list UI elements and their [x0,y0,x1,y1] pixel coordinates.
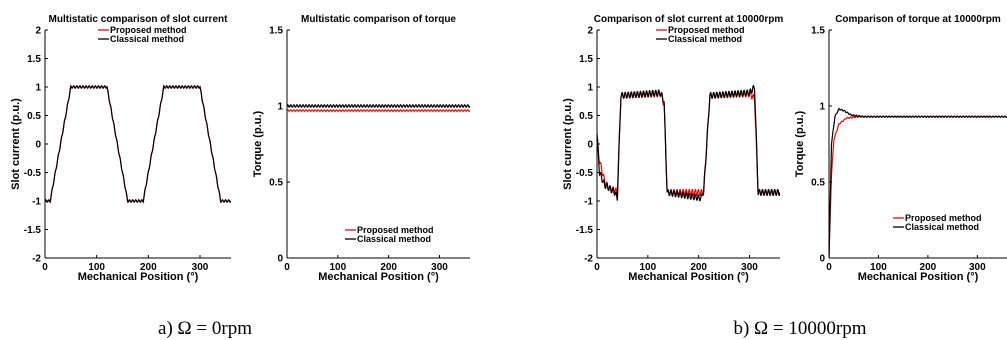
x-tick-label: 200 [690,262,707,273]
series-line [287,104,470,108]
legend-entry: Proposed method [668,25,745,35]
x-axis-label: Mechanical Position (°) [318,271,439,283]
x-tick-label: 200 [920,262,937,273]
caption-b: b) Ω = 10000rpm [733,318,866,339]
y-axis-label: Torque (p.u.) [794,110,806,177]
x-tick-label: 300 [192,262,209,273]
y-tick-label: -1 [584,197,593,208]
y-tick-label: 1.5 [27,54,41,65]
series-line [45,84,231,204]
y-axis-label: Slot current (p.u.) [10,98,22,190]
legend-entry: Proposed method [110,25,187,35]
y-tick-label: -0.5 [576,168,594,179]
y-tick-label: 1 [819,102,825,113]
legend-entry: Classical method [357,234,431,244]
x-tick-label: 0 [826,262,832,273]
x-axis-label: Mechanical Position (°) [78,271,199,283]
chart-4: Comparison of torque at 10000rpm 0 100 200 3… [794,14,1007,283]
series-line [829,107,1007,258]
chart-2: Multistatic comparison of torque 0 100 200 3… [252,14,470,283]
y-tick-label: 1 [35,83,41,94]
chart-title: Multistatic comparison of slot current [49,14,229,25]
series-line [287,109,470,112]
y-axis-label: Torque (p.u.) [252,110,264,177]
chart-title: Multistatic comparison of torque [301,14,456,25]
x-tick-label: 100 [870,262,887,273]
x-tick-label: 200 [140,262,157,273]
x-tick-label: 100 [639,262,656,273]
y-tick-label: -2 [584,254,593,265]
series-line [597,90,780,196]
y-tick-label: -1.5 [24,225,42,236]
x-tick-label: 100 [88,262,105,273]
y-tick-label: 0 [277,254,283,265]
caption-a: a) Ω = 0rpm [158,318,252,339]
y-tick-label: 2 [587,26,593,37]
x-tick-label: 100 [329,262,346,273]
x-tick-label: 0 [284,262,290,273]
y-tick-label: 0 [587,140,593,151]
x-tick-label: 200 [380,262,397,273]
y-axis-label: Slot current (p.u.) [562,98,574,190]
x-axis-label: Mechanical Position (°) [628,271,749,283]
legend-entry: Classical method [668,34,742,44]
y-tick-label: 0.5 [579,111,593,122]
x-tick-label: 0 [594,262,600,273]
y-tick-label: -1 [32,197,41,208]
y-tick-label: 1.5 [269,26,283,37]
legend-entry: Proposed method [357,225,434,235]
y-tick-label: 0.5 [269,178,283,189]
series-line [597,84,780,202]
x-tick-label: 300 [741,262,758,273]
series-line [829,115,1007,258]
legend-entry: Classical method [110,34,184,44]
y-tick-label: 1.5 [811,26,825,37]
y-tick-label: -1.5 [576,225,594,236]
x-tick-label: 300 [431,262,448,273]
y-tick-label: 0 [35,140,41,151]
y-tick-label: -2 [32,254,41,265]
chart-title: Comparison of slot current at 10000rpm [594,14,784,25]
x-tick-label: 300 [969,262,986,273]
y-tick-label: -0.5 [24,168,42,179]
x-axis-label: Mechanical Position (°) [858,271,979,283]
chart-3: Comparison of slot current at 10000rpm 0 1… [562,14,783,283]
y-tick-label: 0 [819,254,825,265]
y-tick-label: 1.5 [579,54,593,65]
y-tick-label: 1 [277,102,283,113]
y-tick-label: 0.5 [811,178,825,189]
x-tick-label: 0 [42,262,48,273]
legend-entry: Classical method [905,222,979,232]
legend-entry: Proposed method [905,213,982,223]
chart-1: Multistatic comparison of slot current 0 1… [10,14,231,283]
chart-title: Comparison of torque at 10000rpm [835,14,1001,25]
y-tick-label: 1 [587,83,593,94]
y-tick-label: 2 [35,26,41,37]
y-tick-label: 0.5 [27,111,41,122]
